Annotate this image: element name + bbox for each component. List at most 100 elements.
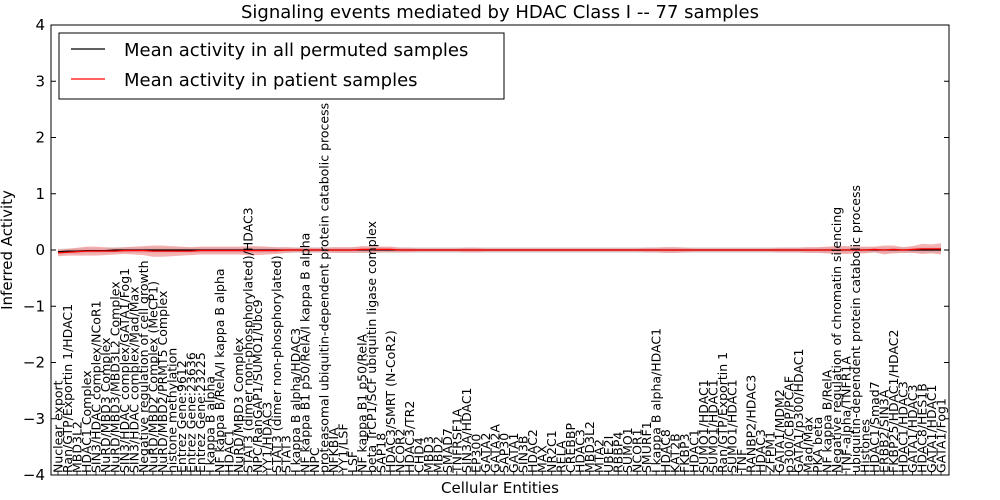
x-category-label: FKBP25/HDAC1/HDAC2 bbox=[886, 330, 901, 473]
x-category-label: SUMO1 bbox=[620, 427, 635, 473]
x-category-label: HDAC1/HDAC3 bbox=[896, 381, 911, 473]
x-category-label: SIN3/HDAC complex/GATA1/Fog1 bbox=[117, 268, 132, 473]
x-category-label: NF kappa B1 p50/RelA/I kappa B alpha bbox=[297, 233, 312, 473]
x-category-label: SIN3/HDAC complex/NCoR1 bbox=[88, 300, 103, 473]
x-category-label: NF kappa B/RelA bbox=[820, 369, 835, 473]
x-category-label: TNF bbox=[734, 449, 749, 474]
x-category-label: HDAC1 bbox=[221, 429, 236, 473]
x-category-label: MBD2 bbox=[430, 436, 445, 473]
y-tick-label: 1 bbox=[35, 185, 45, 203]
x-category-label: ERBB2/SIN3A bbox=[877, 389, 892, 473]
x-category-label: I kappa B alpha bbox=[202, 376, 217, 473]
x-category-label: NCOR2 bbox=[392, 428, 407, 473]
x-category-label: Ran/GTP/Exportin 1/HDAC1 bbox=[60, 304, 75, 473]
x-category-label: HDAC1 Complex bbox=[79, 370, 94, 473]
x-category-label: CREBBP bbox=[563, 423, 578, 473]
x-category-label: GATA1/p300/HDAC1 bbox=[791, 349, 806, 473]
x-category-label: Entrez Gene:9612 bbox=[174, 360, 189, 473]
y-tick-label: 0 bbox=[35, 241, 45, 259]
x-category-label: GATA2A bbox=[487, 424, 502, 473]
x-category-label: Histones bbox=[858, 419, 873, 473]
x-category-label: HDAC3/SMRT (N-CoR2) bbox=[383, 330, 398, 473]
x-category-label: GATA1/HDAC1 bbox=[924, 385, 939, 473]
x-category-label: NF kappa B/RelA/I kappa B alpha bbox=[212, 268, 227, 473]
x-category-label: NR2C1 bbox=[544, 430, 559, 473]
x-category-label: YY1/LSF bbox=[335, 423, 350, 474]
x-category-label: GATA1/HDAC3 bbox=[905, 385, 920, 473]
x-category-label: EP300 bbox=[468, 434, 483, 473]
x-category-label: RBBP4 bbox=[611, 432, 626, 473]
x-category-label: RELA bbox=[554, 440, 569, 473]
legend: Mean activity in all permuted samples Me… bbox=[58, 32, 505, 100]
x-category-label: CHD4 bbox=[411, 437, 426, 473]
x-category-label: LSF bbox=[345, 451, 360, 473]
x-category-label: HDAC3 bbox=[573, 429, 588, 473]
x-category-label: I kappa B alpha/HDAC3 bbox=[288, 328, 303, 473]
x-category-label: SUMO1/HDAC1 bbox=[725, 379, 740, 473]
x-category-label: MBD3L2 bbox=[582, 421, 597, 473]
x-category-label: NCOR1 bbox=[630, 428, 645, 473]
x-category-label: SIN3B bbox=[516, 436, 531, 474]
x-category-label: SUMO1/HDAC1 bbox=[696, 379, 711, 473]
x-category-label: MBD3L2 bbox=[69, 421, 84, 473]
x-category-label: SMAD7 bbox=[440, 428, 455, 473]
x-category-label: NF kappa B1 p50/RelA bbox=[354, 333, 369, 473]
x-category-label: NuRD/MBD2/PRMT5 Complex bbox=[155, 291, 170, 473]
x-category-label: GATA1 bbox=[506, 433, 521, 473]
x-category-label: YY1/HDAC3 bbox=[259, 402, 274, 474]
y-tick-label: −1 bbox=[23, 297, 45, 315]
x-category-label: HDAC3 bbox=[753, 429, 768, 473]
y-tick-label: 2 bbox=[35, 129, 45, 147]
x-category-label: beta TrCP1/SCF ubiquitin ligase complex bbox=[364, 221, 379, 473]
x-category-label: HDAC1/Smad7 bbox=[867, 381, 882, 473]
patient-mean-line bbox=[57, 248, 941, 254]
x-category-label: Entrez Gene:23225 bbox=[193, 352, 208, 473]
x-category-label: NPC/RanGAP1/SUMO1/Ubc9 bbox=[250, 299, 265, 473]
x-category-label: GATA1/MDM2 bbox=[772, 389, 787, 473]
x-category-label: SIN3A/HDAC1 bbox=[459, 387, 474, 473]
y-tick-label: 4 bbox=[35, 16, 45, 34]
chart-title: Signaling events mediated by HDAC Class … bbox=[241, 2, 759, 23]
x-category-label: HDAC8 bbox=[658, 429, 673, 473]
x-category-label: ubiquitin-dependent protein catabolic pr… bbox=[848, 185, 863, 473]
x-category-label: FKBP3 bbox=[677, 434, 692, 473]
legend-label-permuted: Mean activity in all permuted samples bbox=[124, 40, 468, 61]
x-category-label: SIN3/HDAC complex/Mad/Max bbox=[126, 286, 141, 473]
x-category-label: Nuclear export bbox=[51, 380, 66, 473]
y-axis: −4 −3 −2 −1 0 1 2 3 4 bbox=[23, 16, 949, 484]
x-category-label: p300/CBP/PCAF bbox=[782, 376, 797, 473]
x-category-label: NuRD/MBD3 Complex bbox=[98, 337, 113, 473]
x-category-label: Negative regulation of cell growth bbox=[136, 260, 151, 473]
x-category-label: KAT2B bbox=[668, 433, 683, 473]
x-category-label: HDAC2 bbox=[525, 429, 540, 473]
x-category-label: TNF-alpha/TNFR1A bbox=[839, 356, 854, 474]
x-category-label: I kappa B alpha/HDAC1 bbox=[649, 328, 664, 473]
x-category-label: HDAC3/TR2 bbox=[402, 401, 417, 473]
x-category-label: STAT3 bbox=[278, 435, 293, 473]
x-category-label: GATA1/Fog1 bbox=[934, 398, 949, 473]
x-category-label: NPC bbox=[307, 447, 322, 473]
x-category-label: Ran/GTP/Exportin 1 bbox=[715, 352, 730, 473]
legend-box bbox=[58, 32, 505, 100]
y-tick-label: −4 bbox=[23, 466, 45, 484]
x-category-label: TNFRSF1A bbox=[449, 408, 464, 474]
x-category-label: ZFPM1 bbox=[763, 431, 778, 473]
x-category-label: HDAC8/HES1B bbox=[915, 383, 930, 473]
x-category-label: NFKBIA bbox=[326, 427, 341, 473]
x-category-label: NuRD/MBD2 Complex (MeCP1) bbox=[145, 281, 160, 473]
x-category-label: RANBP2/HDAC3 bbox=[744, 375, 759, 473]
x-category-label: Entrez Gene:23636 bbox=[183, 352, 198, 473]
x-category-label: GATA2 bbox=[478, 433, 493, 473]
x-category-label: SMURF1 bbox=[639, 421, 654, 473]
y-tick-label: −3 bbox=[23, 410, 45, 428]
x-category-label: STAT3 (dimer non-phosphorylated) bbox=[269, 255, 284, 473]
x-category-label: SAP18 bbox=[373, 433, 388, 473]
x-category-label: Mad/Max bbox=[801, 417, 816, 473]
x-category-label: MBD3 bbox=[421, 436, 436, 473]
x-category-label: histone methylation bbox=[164, 348, 179, 473]
x-category-label: UBE2I bbox=[601, 436, 616, 473]
y-axis-label: Inferred Activity bbox=[0, 190, 16, 310]
legend-label-patient: Mean activity in patient samples bbox=[124, 70, 418, 91]
